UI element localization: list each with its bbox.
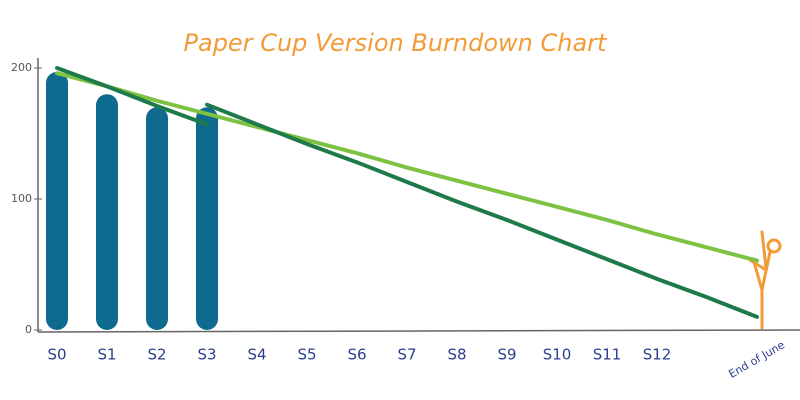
y-tick-label: 0 <box>25 323 32 336</box>
x-tick-label: S10 <box>543 346 572 364</box>
line <box>55 66 209 127</box>
y-tick-label: 200 <box>11 61 32 74</box>
x-tick-label: S2 <box>147 346 166 364</box>
x-axis <box>37 329 800 333</box>
line <box>55 71 759 263</box>
x-tick-label: S5 <box>297 346 316 364</box>
bar <box>96 94 118 330</box>
bar <box>196 107 218 330</box>
x-tick-label: S6 <box>347 346 366 364</box>
x-tick-label: S11 <box>593 346 622 364</box>
y-tick-label: 100 <box>11 192 32 205</box>
chart-title: Paper Cup Version Burndown Chart <box>184 29 609 57</box>
x-tick-label: S0 <box>47 346 66 364</box>
x-tick-label: S12 <box>643 346 672 364</box>
x-tick-label: S4 <box>247 346 266 364</box>
x-tick-label: S9 <box>497 346 516 364</box>
x-tick-label: S7 <box>397 346 416 364</box>
line <box>205 102 759 319</box>
bar <box>46 71 68 331</box>
x-tick-label: S1 <box>97 346 116 364</box>
bar <box>146 107 168 330</box>
x-tick-label: End of June <box>726 338 787 381</box>
x-tick-label: S3 <box>197 346 216 364</box>
x-tick-label: S8 <box>447 346 466 364</box>
stick-figure <box>748 230 782 330</box>
